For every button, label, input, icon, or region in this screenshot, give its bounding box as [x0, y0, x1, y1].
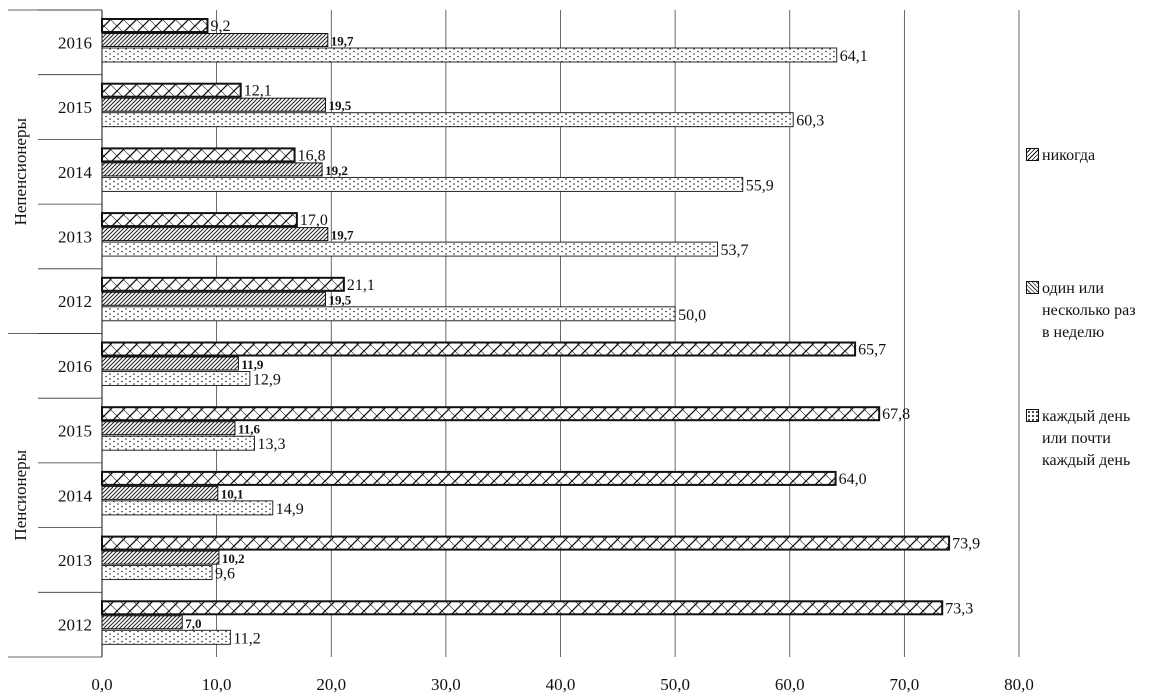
bar [101, 47, 838, 63]
year-label: 2016 [58, 33, 92, 52]
bar [101, 306, 676, 322]
x-tick-label: 30,0 [431, 675, 461, 694]
data-label: 11,6 [238, 422, 261, 437]
bar [101, 421, 236, 436]
year-label: 2013 [58, 551, 92, 570]
bar [101, 470, 837, 486]
data-label: 9,6 [215, 566, 235, 583]
x-tick-label: 60,0 [775, 675, 805, 694]
data-label: 65,7 [858, 342, 886, 359]
year-label: 2014 [58, 486, 93, 505]
bar [101, 341, 857, 357]
legend-item-daily: каждый день или почти каждый день [1026, 406, 1168, 472]
year-label: 2016 [58, 357, 92, 376]
legend-label-weekly-line1: один или [1042, 280, 1104, 297]
data-label: 11,9 [241, 357, 264, 372]
data-label: 10,2 [222, 551, 245, 566]
x-tick-label: 70,0 [890, 675, 920, 694]
bar [101, 629, 231, 645]
bar [101, 162, 323, 177]
data-label: 11,2 [233, 630, 260, 647]
data-label: 19,7 [331, 34, 354, 49]
data-label: 19,7 [331, 228, 354, 243]
legend-label-daily-line2: или почти [1042, 430, 1111, 447]
legend-swatch-daily [1026, 409, 1039, 422]
bar [101, 227, 329, 242]
data-label: 50,0 [678, 307, 706, 324]
data-label: 64,0 [839, 471, 867, 488]
data-label: 60,3 [796, 113, 824, 130]
bar [101, 500, 274, 516]
year-label: 2015 [58, 422, 92, 441]
data-label: 19,5 [329, 292, 352, 307]
group-label: Непенсионеры [11, 118, 30, 226]
data-label: 13,3 [257, 436, 285, 453]
legend-label-daily-line3: каждый день [1042, 452, 1131, 469]
legend-label-daily-line1: каждый день [1042, 408, 1131, 425]
data-label: 16,8 [298, 147, 326, 164]
legend-label-weekly-line2: несколько раз [1042, 302, 1136, 319]
bar [101, 435, 255, 451]
x-tick-label: 40,0 [546, 675, 576, 694]
legend-label-weekly-line3: в неделю [1042, 324, 1105, 341]
bar [101, 18, 209, 33]
legend-swatch-weekly [1026, 281, 1039, 294]
bar [101, 406, 881, 422]
data-label: 14,9 [276, 501, 304, 518]
x-tick-label: 80,0 [1004, 675, 1034, 694]
legend-item-never: никогда [1026, 145, 1168, 167]
data-label: 21,1 [347, 277, 375, 294]
bar [101, 291, 327, 306]
data-label: 19,5 [329, 98, 352, 113]
x-tick-label: 10,0 [202, 675, 232, 694]
data-label: 53,7 [721, 242, 749, 259]
legend-swatch-never [1026, 148, 1039, 161]
x-tick-label: 50,0 [660, 675, 690, 694]
year-label: 2012 [58, 616, 92, 635]
bar [101, 356, 239, 371]
legend-label-never: никогда [1042, 147, 1096, 164]
year-label: 2013 [58, 227, 92, 246]
data-label: 7,0 [185, 616, 201, 631]
bar [101, 112, 794, 128]
legend-item-weekly: один или несколько раз в неделю [1026, 278, 1168, 344]
data-label: 55,9 [746, 177, 774, 194]
year-label: 2012 [58, 292, 92, 311]
bar [101, 276, 345, 292]
bar [101, 371, 251, 386]
bar [101, 565, 213, 581]
data-label: 12,9 [253, 372, 281, 389]
bar [101, 33, 329, 47]
bar [101, 241, 718, 257]
bar [101, 147, 296, 163]
data-label: 73,9 [952, 536, 980, 553]
data-label: 19,2 [325, 163, 348, 178]
bar [101, 97, 327, 112]
data-label: 9,2 [210, 18, 230, 35]
data-label: 73,3 [945, 600, 973, 617]
x-tick-label: 0,0 [91, 675, 112, 694]
bar [101, 535, 951, 551]
bar [101, 176, 744, 192]
data-label: 67,8 [882, 406, 910, 423]
data-label: 17,0 [300, 212, 328, 229]
data-label: 12,1 [244, 83, 272, 100]
year-label: 2014 [58, 163, 93, 182]
year-label: 2015 [58, 98, 92, 117]
bar [101, 550, 220, 565]
bar [101, 212, 298, 228]
bar [101, 600, 944, 616]
bar [101, 615, 183, 630]
bar [101, 82, 242, 98]
x-tick-label: 20,0 [316, 675, 346, 694]
data-label: 64,1 [840, 48, 868, 65]
group-label: Пенсионеры [11, 449, 30, 540]
data-label: 10,1 [221, 486, 244, 501]
bar [101, 485, 219, 500]
